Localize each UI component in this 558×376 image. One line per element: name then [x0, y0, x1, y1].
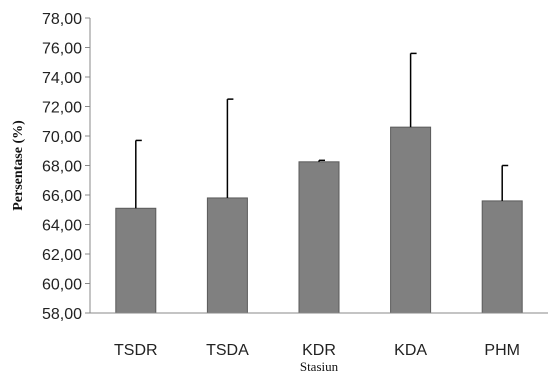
- y-tick-label: 64,00: [42, 218, 82, 235]
- y-tick-label: 60,00: [42, 277, 82, 294]
- y-axis-ticks: 58,00 60,00 62,00 64,00 66,00 68,00 70,00 72,00…: [42, 11, 90, 323]
- x-axis-labels: TSDR TSDA KDR KDA PHM: [114, 342, 520, 359]
- y-tick-label: 66,00: [42, 188, 82, 205]
- bar-phm: [481, 200, 523, 314]
- bar-tsdr: [115, 207, 157, 314]
- y-tick-label: 58,00: [42, 306, 82, 323]
- y-tick-label: 68,00: [42, 159, 82, 176]
- y-tick-label: 72,00: [42, 100, 82, 117]
- bar-kdr: [298, 161, 340, 314]
- x-tick-label: KDR: [302, 342, 336, 359]
- x-tick-label: PHM: [484, 342, 520, 359]
- y-tick-label: 78,00: [42, 11, 82, 28]
- y-axis-title: Persentase (%): [11, 120, 26, 211]
- y-tick-label: 76,00: [42, 41, 82, 58]
- x-axis-title: Stasiun: [300, 359, 339, 374]
- y-tick-label: 74,00: [42, 70, 82, 87]
- x-tick-label: KDA: [394, 342, 427, 359]
- bar-tsda: [206, 197, 248, 314]
- error-bars-group: [135, 52, 509, 209]
- bar-kda: [390, 126, 432, 314]
- bars-group: [115, 126, 523, 314]
- y-tick-label: 62,00: [42, 247, 82, 264]
- y-tick-label: 70,00: [42, 129, 82, 146]
- x-tick-label: TSDR: [114, 342, 158, 359]
- x-tick-label: TSDA: [206, 342, 249, 359]
